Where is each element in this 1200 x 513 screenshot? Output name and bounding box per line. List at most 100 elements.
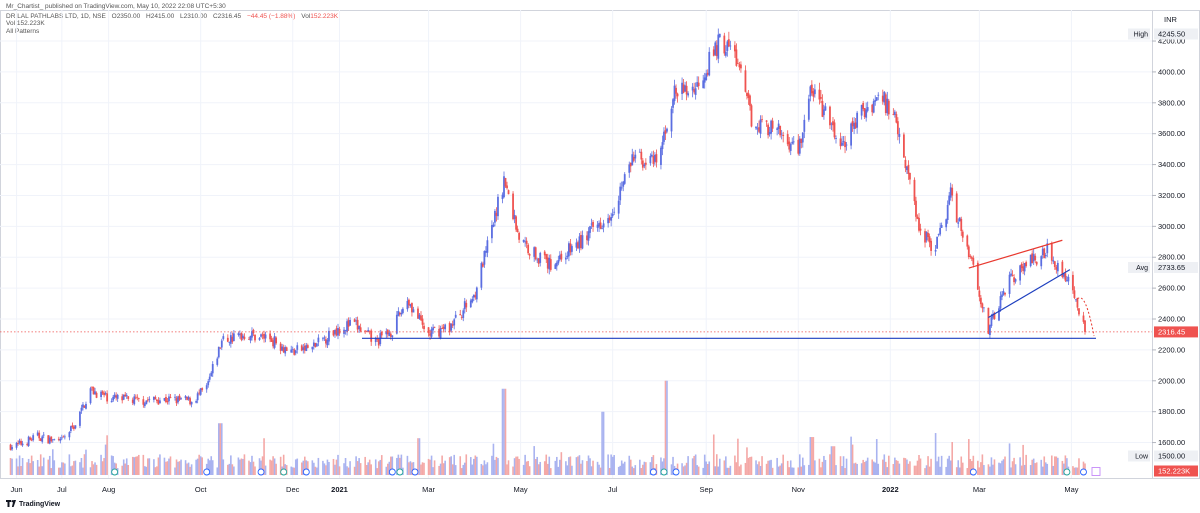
- volume-bar: [217, 423, 220, 475]
- candle-body: [830, 123, 833, 125]
- volume-bar: [85, 449, 87, 475]
- volume-bar: [969, 459, 972, 475]
- volume-bar: [134, 456, 137, 475]
- candle-body: [818, 89, 821, 100]
- volume-bar: [958, 467, 961, 475]
- patterns-study[interactable]: All Patterns: [6, 28, 40, 35]
- candle-body: [400, 312, 403, 315]
- volume-bar: [575, 457, 578, 475]
- volume-bar: [693, 455, 695, 475]
- volume-bar: [961, 462, 964, 475]
- volume-study[interactable]: Vol 152.223K: [6, 20, 45, 27]
- time-tick-label: 2021: [331, 485, 348, 494]
- volume-bar: [734, 455, 736, 475]
- symbol-legend: DR LAL PATHLABS LTD, 1D, NSE O2350.00 H2…: [6, 13, 338, 20]
- candle-body: [9, 444, 12, 450]
- last-price-tag-value-box: [1154, 326, 1198, 338]
- candle-body: [417, 308, 419, 319]
- candle-body: [368, 331, 371, 333]
- volume-bar: [142, 454, 145, 475]
- volume-bar: [1025, 454, 1027, 475]
- candle-body: [515, 216, 517, 230]
- volume-bar: [747, 457, 750, 475]
- candle-body: [577, 242, 579, 249]
- candle-body: [441, 328, 444, 329]
- event-marker-icon: [280, 468, 288, 476]
- candle-body: [219, 347, 222, 349]
- volume-bar: [279, 456, 282, 475]
- candle-body: [50, 436, 53, 442]
- volume-bar: [1004, 456, 1006, 475]
- volume-bar: [294, 459, 297, 475]
- candle-body: [421, 318, 424, 325]
- volume-bar: [427, 458, 430, 475]
- candle-body: [654, 154, 656, 162]
- candle-body: [735, 49, 738, 66]
- candle-body: [788, 141, 791, 150]
- avg-tag-label-box: [1128, 261, 1150, 273]
- volume-bar: [894, 457, 896, 475]
- candle-body: [771, 120, 774, 129]
- volume-bar: [20, 465, 22, 475]
- candle-body: [145, 400, 148, 405]
- high-tag-label-box: [1128, 28, 1150, 40]
- candle-body: [113, 394, 116, 398]
- candle-body: [239, 334, 241, 336]
- volume-bar: [632, 468, 635, 475]
- volume-bar: [524, 454, 526, 475]
- candle-body: [640, 151, 643, 160]
- volume-bar: [631, 466, 634, 475]
- volume-bar: [987, 464, 990, 475]
- volume-bar: [483, 460, 486, 475]
- volume-bar: [993, 459, 996, 475]
- candle-body: [154, 397, 157, 400]
- volume-bar: [744, 462, 747, 475]
- candle-body: [925, 232, 928, 241]
- candle-body: [611, 213, 614, 217]
- candle-body: [1031, 253, 1034, 264]
- volume-bar: [581, 460, 584, 475]
- volume-bar: [786, 460, 789, 475]
- candle-body: [349, 319, 351, 326]
- candle-body: [652, 155, 655, 164]
- volume-bar: [989, 466, 991, 475]
- volume-bar: [639, 459, 641, 475]
- price-tick-label: 2800.00: [1158, 253, 1185, 262]
- volume-bar: [1066, 458, 1068, 475]
- candle-body: [39, 438, 42, 441]
- volume-bar: [101, 461, 104, 475]
- volume-bar: [1057, 457, 1059, 475]
- candle-body: [610, 216, 613, 221]
- candle-body: [232, 333, 235, 342]
- candle-body: [936, 236, 939, 249]
- volume-bar: [1013, 457, 1015, 475]
- volume-bar: [311, 460, 314, 475]
- candle-body: [222, 336, 225, 339]
- volume-bar: [420, 464, 422, 475]
- candle-body: [1025, 262, 1028, 267]
- volume-bar: [221, 423, 223, 475]
- candle-body: [347, 320, 350, 327]
- candle-body: [797, 139, 800, 154]
- volume-bar: [207, 458, 210, 475]
- candle-body: [175, 398, 178, 404]
- volume-bar: [64, 463, 66, 475]
- volume-bar: [1052, 465, 1055, 475]
- drawings[interactable]: [0, 239, 1152, 476]
- candle-body: [68, 432, 71, 438]
- volume-bar: [261, 456, 264, 475]
- candle-body: [311, 346, 314, 350]
- candle-body: [607, 218, 610, 224]
- candle-body: [367, 329, 370, 332]
- candle-body: [152, 396, 155, 400]
- volume-bar: [133, 457, 136, 475]
- time-axis[interactable]: Jun Jul Aug Oct Dec 2021 Mar May Jul Sep Nov 2022 Ma…: [0, 478, 1200, 495]
- candle-body: [887, 100, 890, 115]
- price-axis[interactable]: 1600.00 1800.00 2000.00 2200.00 2400.00 2600.…: [1128, 15, 1198, 477]
- volume-bar: [792, 467, 795, 475]
- candle-body: [272, 340, 275, 347]
- candle-body: [945, 219, 948, 228]
- candle-body: [1023, 263, 1026, 272]
